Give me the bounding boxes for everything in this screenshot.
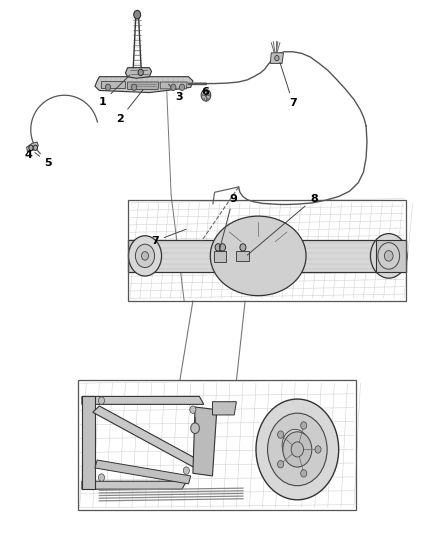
Text: 1: 1 bbox=[99, 75, 130, 107]
Circle shape bbox=[29, 145, 33, 150]
Circle shape bbox=[208, 94, 210, 96]
Text: 9: 9 bbox=[220, 193, 237, 249]
Text: 7: 7 bbox=[151, 229, 186, 246]
Circle shape bbox=[184, 467, 189, 474]
Text: 8: 8 bbox=[247, 193, 318, 255]
Polygon shape bbox=[125, 68, 152, 78]
Circle shape bbox=[171, 84, 176, 91]
Polygon shape bbox=[160, 82, 187, 89]
Circle shape bbox=[33, 145, 38, 150]
Circle shape bbox=[278, 431, 284, 438]
Circle shape bbox=[138, 69, 143, 76]
Circle shape bbox=[315, 446, 321, 453]
Circle shape bbox=[371, 233, 407, 278]
Ellipse shape bbox=[210, 216, 306, 296]
Circle shape bbox=[207, 91, 208, 93]
Polygon shape bbox=[93, 406, 201, 468]
Circle shape bbox=[128, 236, 162, 276]
Polygon shape bbox=[127, 240, 406, 272]
Polygon shape bbox=[212, 402, 237, 415]
Polygon shape bbox=[102, 81, 125, 88]
Circle shape bbox=[131, 84, 137, 91]
Text: 2: 2 bbox=[116, 90, 143, 124]
Circle shape bbox=[99, 474, 105, 481]
Circle shape bbox=[240, 244, 246, 251]
Text: 6: 6 bbox=[201, 86, 209, 97]
Polygon shape bbox=[376, 240, 406, 272]
Circle shape bbox=[191, 423, 199, 433]
Circle shape bbox=[300, 422, 307, 429]
Polygon shape bbox=[95, 77, 193, 93]
Polygon shape bbox=[270, 53, 283, 63]
Text: 5: 5 bbox=[35, 152, 52, 168]
Circle shape bbox=[283, 432, 312, 467]
Circle shape bbox=[203, 98, 205, 100]
Circle shape bbox=[203, 91, 205, 93]
Circle shape bbox=[99, 397, 105, 405]
Circle shape bbox=[219, 244, 226, 251]
Circle shape bbox=[134, 11, 141, 19]
Circle shape bbox=[256, 399, 339, 500]
Circle shape bbox=[106, 84, 111, 91]
Text: 7: 7 bbox=[280, 62, 297, 108]
Circle shape bbox=[278, 461, 284, 468]
Polygon shape bbox=[82, 397, 95, 489]
Circle shape bbox=[300, 470, 307, 477]
Circle shape bbox=[208, 94, 210, 96]
Circle shape bbox=[190, 406, 196, 414]
Polygon shape bbox=[82, 481, 186, 489]
Polygon shape bbox=[95, 460, 191, 484]
Circle shape bbox=[282, 429, 308, 461]
Circle shape bbox=[268, 413, 327, 486]
Polygon shape bbox=[193, 407, 217, 476]
Text: 3: 3 bbox=[169, 84, 183, 102]
Circle shape bbox=[385, 251, 393, 261]
Circle shape bbox=[180, 84, 185, 91]
Text: 4: 4 bbox=[25, 147, 33, 160]
Circle shape bbox=[201, 90, 211, 101]
Circle shape bbox=[135, 244, 155, 268]
Circle shape bbox=[215, 244, 221, 251]
Circle shape bbox=[275, 55, 279, 61]
Circle shape bbox=[141, 252, 148, 260]
Circle shape bbox=[202, 94, 204, 96]
Circle shape bbox=[291, 442, 304, 457]
Polygon shape bbox=[237, 251, 250, 261]
Polygon shape bbox=[27, 142, 39, 152]
Circle shape bbox=[378, 243, 399, 269]
Circle shape bbox=[207, 98, 208, 100]
Polygon shape bbox=[127, 82, 159, 90]
Polygon shape bbox=[214, 251, 226, 262]
Polygon shape bbox=[82, 397, 204, 405]
